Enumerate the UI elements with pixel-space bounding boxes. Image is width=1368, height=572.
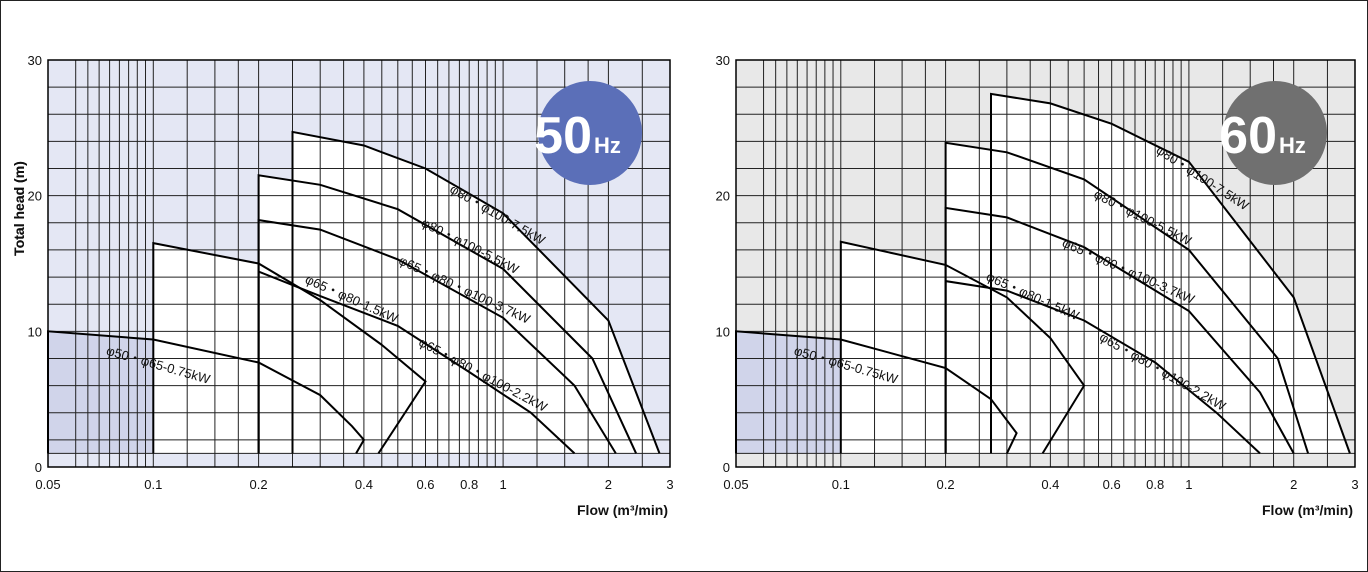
badge-number: 50	[534, 107, 592, 165]
curve-line-0	[47, 330, 366, 454]
x-tick-label: 1	[499, 477, 506, 492]
x-axis-label: Flow (m³/min)	[1262, 502, 1353, 518]
frequency-badge: 50 Hz	[534, 81, 642, 185]
y-tick-label: 20	[28, 189, 42, 204]
badge-circle	[1223, 81, 1327, 185]
x-tick-label: 0.05	[35, 477, 60, 492]
curve-area-5	[991, 93, 1350, 454]
curve-line-1	[152, 241, 427, 454]
frequency-badge: 60 Hz	[1219, 81, 1327, 185]
curve-area-5	[292, 131, 660, 454]
curve-line-5	[990, 92, 1351, 454]
x-tick-label: 0.6	[416, 477, 434, 492]
x-tick-label: 2	[1290, 477, 1297, 492]
y-tick-label: 0	[723, 460, 730, 475]
x-tick-label: 0.2	[250, 477, 268, 492]
x-tick-label: 2	[605, 477, 612, 492]
x-tick-label: 1	[1185, 477, 1192, 492]
badge-circle	[538, 81, 642, 185]
curve-line-4	[257, 174, 638, 454]
y-tick-label: 10	[716, 324, 730, 339]
plot-border	[47, 59, 671, 468]
y-axis-label: Total head (m)	[11, 161, 27, 256]
y-tick-label: 0	[35, 460, 42, 475]
x-tick-label: 3	[1351, 477, 1358, 492]
grid	[735, 59, 1356, 468]
x-tick-label: 0.6	[1103, 477, 1121, 492]
x-tick-label: 0.4	[1041, 477, 1059, 492]
x-tick-label: 0.8	[460, 477, 478, 492]
y-axis-label: Total head (m)	[11, 161, 27, 256]
y-tick-label: 30	[716, 53, 730, 68]
curve-line-4	[944, 141, 1310, 454]
curve-line-1	[839, 240, 1086, 454]
badge-unit: Hz	[1279, 133, 1306, 158]
badge-unit: Hz	[594, 133, 621, 158]
y-tick-label: 30	[28, 53, 42, 68]
x-tick-label: 0.2	[937, 477, 955, 492]
x-tick-label: 0.4	[355, 477, 373, 492]
x-axis-label: Flow (m³/min)	[577, 502, 668, 518]
x-tick-label: 0.1	[832, 477, 850, 492]
x-tick-label: 0.1	[144, 477, 162, 492]
plot-border	[735, 59, 1356, 468]
x-tick-label: 0.8	[1146, 477, 1164, 492]
y-tick-label: 20	[716, 189, 730, 204]
x-tick-label: 3	[666, 477, 673, 492]
curve-line-5	[291, 130, 661, 454]
badge-number: 60	[1219, 107, 1277, 165]
x-tick-label: 0.05	[723, 477, 748, 492]
y-tick-label: 10	[28, 324, 42, 339]
